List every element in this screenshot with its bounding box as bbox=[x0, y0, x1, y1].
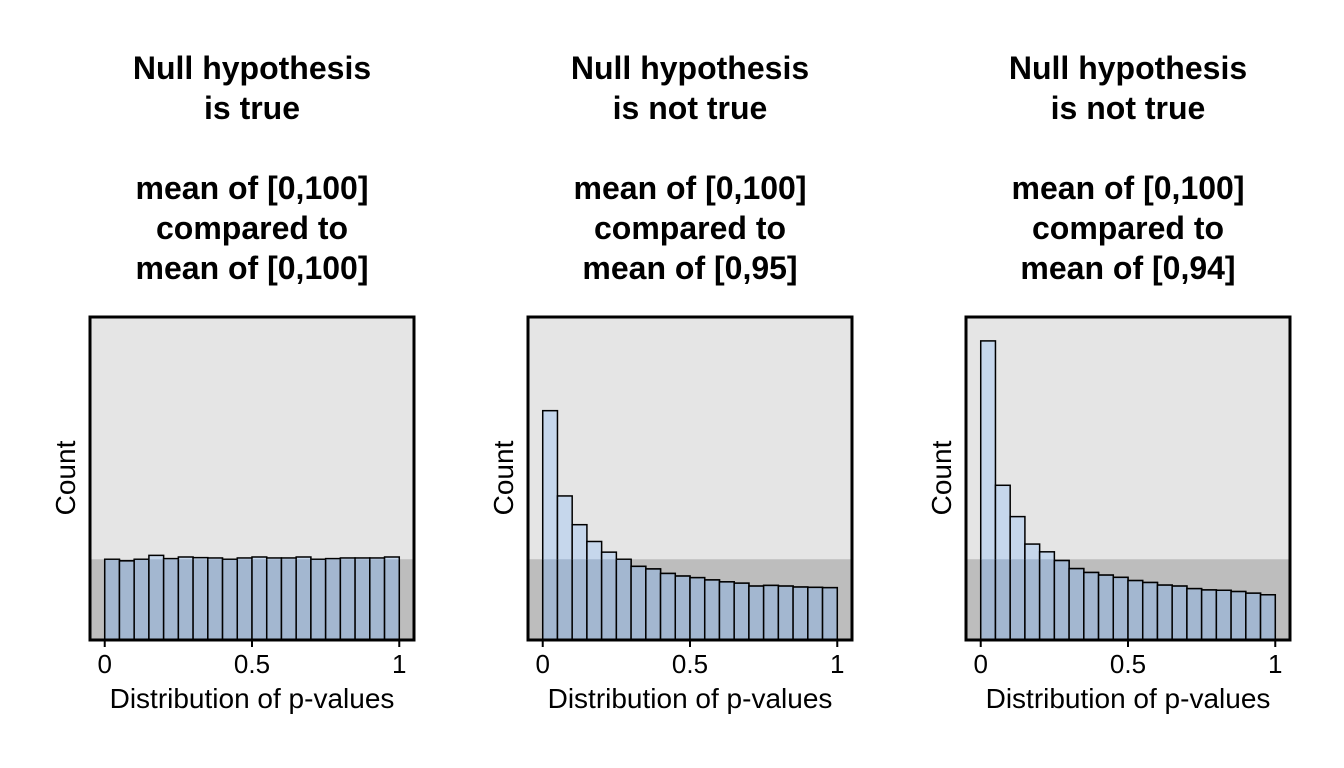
x-axis-label: Distribution of p-values bbox=[110, 683, 395, 714]
histogram-bar-overlap bbox=[310, 559, 327, 640]
histogram-bar-overlap bbox=[733, 582, 750, 640]
histogram-bar-overlap bbox=[689, 576, 706, 640]
histogram-bar-overlap bbox=[807, 586, 824, 640]
histogram-bar-overlap bbox=[1038, 559, 1056, 640]
histogram-bar-overlap bbox=[821, 586, 839, 640]
histogram-bar-overlap bbox=[383, 559, 401, 640]
histogram-bar-overlap bbox=[236, 559, 253, 640]
histogram-bar-overlap bbox=[118, 560, 135, 640]
histogram-svg: 0 0.5 1 Count Distribution of p-values bbox=[926, 315, 1292, 714]
title-line: compared to bbox=[1031, 210, 1225, 246]
x-tick-label: 1 bbox=[392, 649, 406, 679]
y-axis-label: Count bbox=[50, 440, 81, 515]
title-line: is true bbox=[203, 90, 301, 126]
bars-overlap bbox=[541, 559, 839, 640]
histogram-panel: Null hypothesis is true mean of [0,100] … bbox=[32, 0, 472, 768]
x-tick-label: 0.5 bbox=[1110, 649, 1146, 679]
histogram-bar-overlap bbox=[600, 559, 618, 640]
histogram-bar-overlap bbox=[339, 559, 356, 640]
histogram-bar-overlap bbox=[177, 559, 194, 640]
histogram-bar-overlap bbox=[295, 559, 312, 640]
title-line: Null hypothesis bbox=[570, 50, 810, 86]
histogram-bar-overlap bbox=[1200, 589, 1218, 640]
histogram-bar-overlap bbox=[1156, 584, 1173, 640]
title-line: Null hypothesis bbox=[1008, 50, 1248, 86]
histogram-bar-overlap bbox=[979, 559, 997, 640]
histogram-bar-overlap bbox=[762, 584, 780, 640]
plot-area: 0 0.5 1 bbox=[964, 315, 1292, 679]
plot-area: 0 0.5 1 bbox=[88, 315, 416, 679]
histogram-bar-overlap bbox=[1245, 592, 1262, 640]
histogram-bar-overlap bbox=[1053, 559, 1070, 640]
x-tick-label: 1 bbox=[1268, 649, 1282, 679]
histogram-bar-overlap bbox=[703, 579, 721, 640]
chart-title: Null hypothesis is not true mean of [0,1… bbox=[470, 48, 910, 288]
x-tick-label: 1 bbox=[830, 649, 844, 679]
histogram-bar-overlap bbox=[192, 559, 209, 640]
histogram-panel: Null hypothesis is not true mean of [0,1… bbox=[470, 0, 910, 768]
x-tick-label: 0 bbox=[973, 649, 987, 679]
histogram-bar-overlap bbox=[541, 559, 559, 640]
histogram-bar-overlap bbox=[324, 559, 342, 640]
title-line: mean of [0,95] bbox=[582, 250, 798, 286]
y-axis-label: Count bbox=[488, 440, 519, 515]
histogram-bar-overlap bbox=[1259, 594, 1277, 640]
x-axis-label: Distribution of p-values bbox=[986, 683, 1271, 714]
x-axis-label: Distribution of p-values bbox=[548, 683, 833, 714]
histogram-bar-overlap bbox=[148, 559, 165, 640]
title-line: Null hypothesis bbox=[132, 50, 372, 86]
histogram-bar-overlap bbox=[369, 559, 386, 640]
histogram-bar-overlap bbox=[792, 586, 809, 640]
histogram-bar-overlap bbox=[718, 581, 735, 640]
histogram-bar-overlap bbox=[133, 559, 150, 640]
histogram-bar-overlap bbox=[265, 559, 283, 640]
title-line: is not true bbox=[612, 90, 768, 126]
histogram-bar-overlap bbox=[221, 559, 239, 640]
chart-title: Null hypothesis is not true mean of [0,1… bbox=[908, 48, 1344, 288]
histogram-bar-overlap bbox=[1171, 585, 1188, 640]
x-tick-label: 0 bbox=[97, 649, 111, 679]
histogram-bar-overlap bbox=[1097, 574, 1115, 640]
title-line: mean of [0,100] bbox=[573, 170, 807, 206]
histogram-bar-overlap bbox=[615, 559, 632, 640]
x-tick-label: 0.5 bbox=[234, 649, 270, 679]
histogram-bar-overlap bbox=[1215, 589, 1232, 640]
histogram-bar-overlap bbox=[659, 572, 677, 640]
histogram-bar-overlap bbox=[162, 559, 180, 640]
histogram-bar-overlap bbox=[1186, 587, 1203, 640]
plot-area: 0 0.5 1 bbox=[526, 315, 854, 679]
histogram-bar-overlap bbox=[630, 565, 647, 640]
title-line: compared to bbox=[593, 210, 787, 246]
histogram-bar-overlap bbox=[354, 559, 371, 640]
bars-overlap bbox=[103, 559, 401, 640]
title-line: mean of [0,100] bbox=[135, 170, 369, 206]
histogram-bar-overlap bbox=[1068, 567, 1085, 640]
histogram-bar-overlap bbox=[1230, 590, 1247, 640]
histogram-bar-overlap bbox=[748, 585, 765, 640]
title-line: compared to bbox=[155, 210, 349, 246]
histogram-bar-overlap bbox=[280, 559, 297, 640]
histogram-bar-overlap bbox=[103, 559, 121, 640]
x-tick-label: 0.5 bbox=[672, 649, 708, 679]
histogram-bar-overlap bbox=[1112, 576, 1129, 640]
y-axis-label: Count bbox=[926, 440, 957, 515]
histogram-bar-overlap bbox=[251, 559, 268, 640]
histogram-bar-overlap bbox=[207, 559, 224, 640]
histogram-bar-overlap bbox=[674, 575, 691, 640]
histogram-bar-overlap bbox=[645, 568, 662, 640]
histogram-bar-overlap bbox=[777, 585, 794, 640]
histogram-svg: 0 0.5 1 Count Distribution of p-values bbox=[488, 315, 854, 714]
title-line: mean of [0,100] bbox=[1011, 170, 1245, 206]
bars-overlap bbox=[979, 559, 1277, 640]
histogram-bar-overlap bbox=[1127, 579, 1144, 640]
histogram-bar-overlap bbox=[1141, 581, 1159, 640]
x-tick-label: 0 bbox=[535, 649, 549, 679]
title-line: mean of [0,100] bbox=[135, 250, 369, 286]
histogram-panel: Null hypothesis is not true mean of [0,1… bbox=[908, 0, 1344, 768]
histogram-bar-overlap bbox=[1083, 571, 1100, 640]
title-line: is not true bbox=[1050, 90, 1206, 126]
title-line: mean of [0,94] bbox=[1020, 250, 1236, 286]
histogram-svg: 0 0.5 1 Count Distribution of p-values bbox=[50, 315, 416, 714]
chart-title: Null hypothesis is true mean of [0,100] … bbox=[32, 48, 472, 288]
